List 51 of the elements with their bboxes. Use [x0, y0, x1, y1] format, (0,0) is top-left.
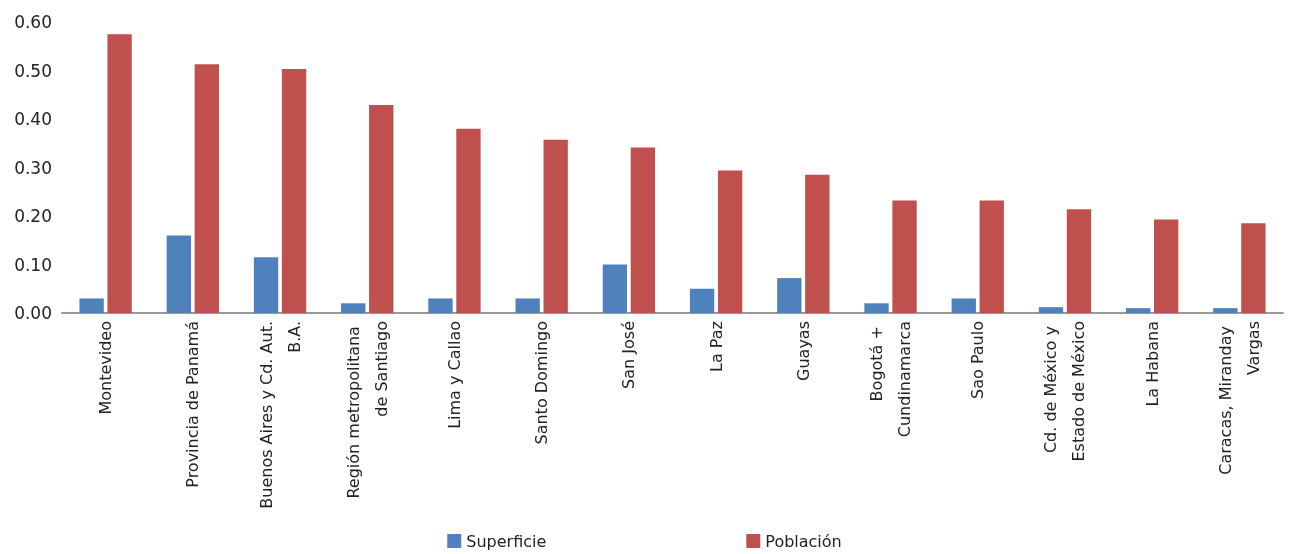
bar [107, 34, 132, 313]
bar [689, 288, 715, 313]
y-tick-label: 0.00 [14, 303, 52, 323]
y-tick-label: 0.60 [14, 12, 52, 32]
x-tick-label: San José [619, 321, 639, 389]
bar [630, 147, 656, 313]
bar [892, 200, 917, 313]
x-tick-label: Guayas [793, 321, 813, 381]
y-tick-label: 0.50 [14, 60, 52, 81]
bar [1213, 308, 1238, 313]
bar [979, 200, 1004, 313]
bar [864, 303, 889, 313]
bar [1154, 219, 1179, 313]
x-tick-label: Bogotá + Cundinamarca [867, 321, 915, 438]
bar [166, 235, 191, 313]
y-tick-label: 0.40 [14, 109, 52, 129]
x-tick-label: La Paz [706, 321, 726, 372]
bar [717, 170, 743, 313]
bar [1038, 307, 1064, 313]
x-tick-label: Lima y Callao [444, 321, 464, 429]
bar [253, 257, 279, 313]
x-tick-label: Montevideo [96, 321, 116, 415]
legend-label: Superficie [466, 531, 547, 551]
bar [456, 128, 481, 313]
bar [341, 303, 366, 313]
x-tick-label: Sao Paulo [968, 321, 988, 399]
bar [777, 278, 802, 313]
bar [805, 174, 830, 313]
bar [543, 139, 568, 313]
x-tick-label: Región metropolitana de Santiago [343, 321, 391, 499]
bar [1241, 223, 1266, 313]
bar [1126, 308, 1151, 313]
y-tick-label: 0.10 [14, 254, 52, 275]
y-tick-label: 0.30 [14, 157, 52, 178]
bar [951, 298, 976, 313]
x-tick-label: Provincia de Panamá [183, 321, 203, 488]
bar [369, 104, 394, 313]
x-tick-label: Caracas, Miranday Vargas [1215, 321, 1263, 475]
legend-label: Población [765, 531, 842, 551]
bar [428, 298, 453, 313]
bar [602, 264, 628, 313]
x-tick-label: La Habana [1142, 321, 1162, 407]
y-tick-label: 0.20 [14, 206, 52, 226]
x-tick-label: Cd. de México y Estado de México [1041, 321, 1089, 462]
bar [79, 298, 104, 313]
bar [515, 298, 540, 313]
x-tick-label: Buenos Aires y Cd. Aut. B.A. [256, 321, 304, 509]
bar [1066, 209, 1092, 313]
x-tick-label: Santo Domingo [532, 321, 552, 445]
bar [194, 64, 219, 313]
bar [281, 69, 307, 313]
